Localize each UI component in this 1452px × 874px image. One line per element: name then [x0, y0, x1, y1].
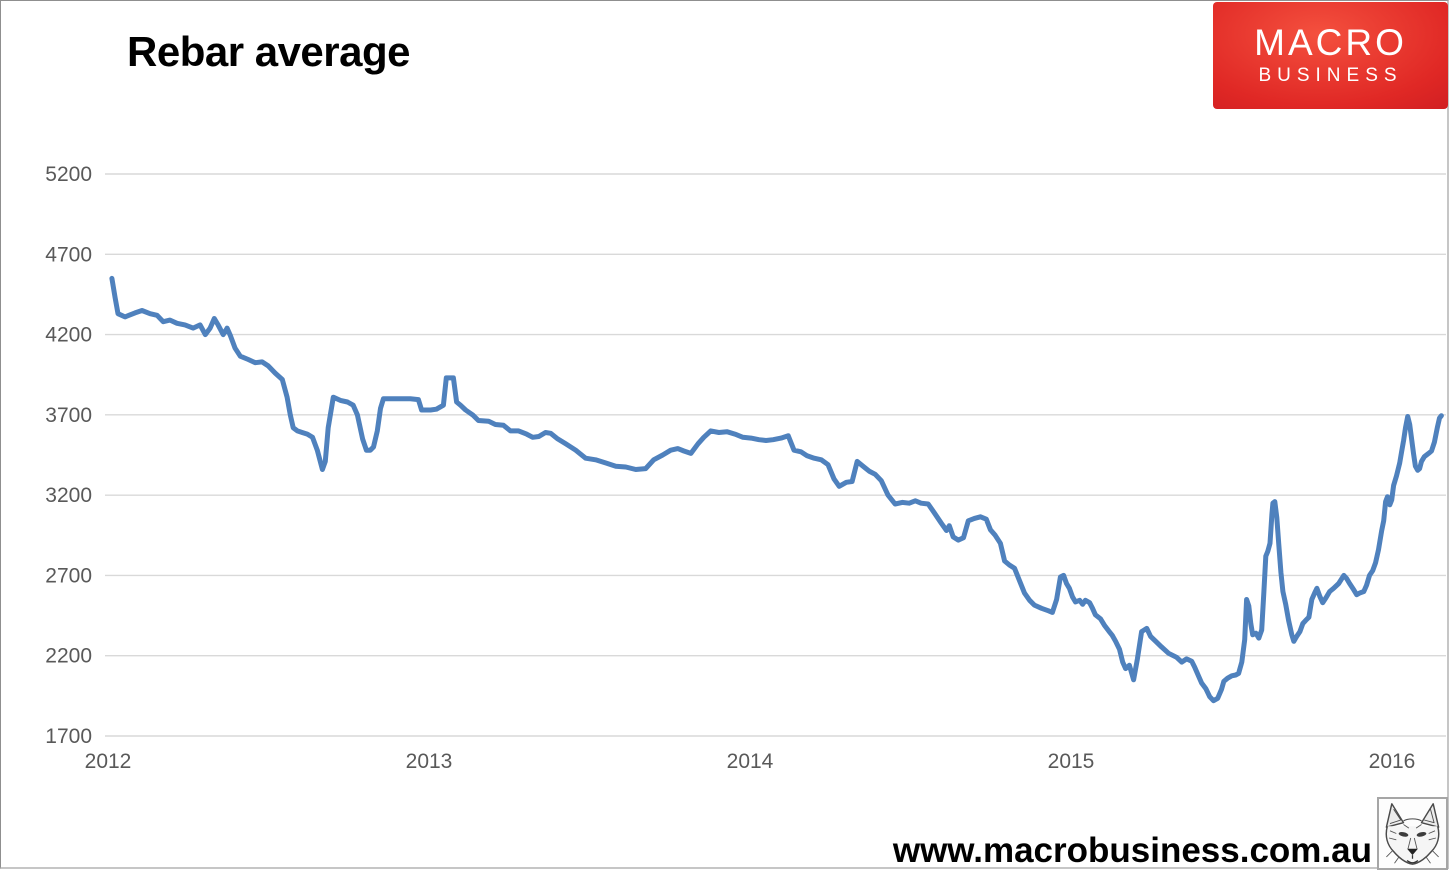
- wolf-head-sketch: [1385, 803, 1440, 865]
- series-line-rebar-average: [109, 275, 1444, 704]
- x-tick-label-2012: 2012: [85, 750, 132, 773]
- y-tick-label-4700: 4700: [45, 243, 92, 266]
- y-tick-label-3700: 3700: [45, 404, 92, 427]
- logo-text-macro: MACRO: [1254, 21, 1407, 63]
- x-tick-label-2014: 2014: [727, 750, 774, 773]
- x-tick-label-2016: 2016: [1369, 750, 1416, 773]
- logo-text-business: BUSINESS: [1258, 65, 1403, 87]
- y-tick-label-2200: 2200: [45, 645, 92, 668]
- page-title: Rebar average: [127, 28, 411, 75]
- macrobusiness-logo: MACRO BUSINESS: [1213, 2, 1448, 109]
- y-tick-label-4200: 4200: [45, 324, 92, 347]
- x-tick-label-2013: 2013: [406, 750, 453, 773]
- wolf-head-icon: [1377, 797, 1448, 870]
- footer-url: www.macrobusiness.com.au: [892, 831, 1372, 870]
- y-tick-label-2700: 2700: [45, 564, 92, 587]
- y-tick-label-1700: 1700: [45, 725, 92, 748]
- y-tick-label-5200: 5200: [45, 163, 92, 186]
- y-tick-label-3200: 3200: [45, 484, 92, 507]
- x-tick-label-2015: 2015: [1048, 750, 1095, 773]
